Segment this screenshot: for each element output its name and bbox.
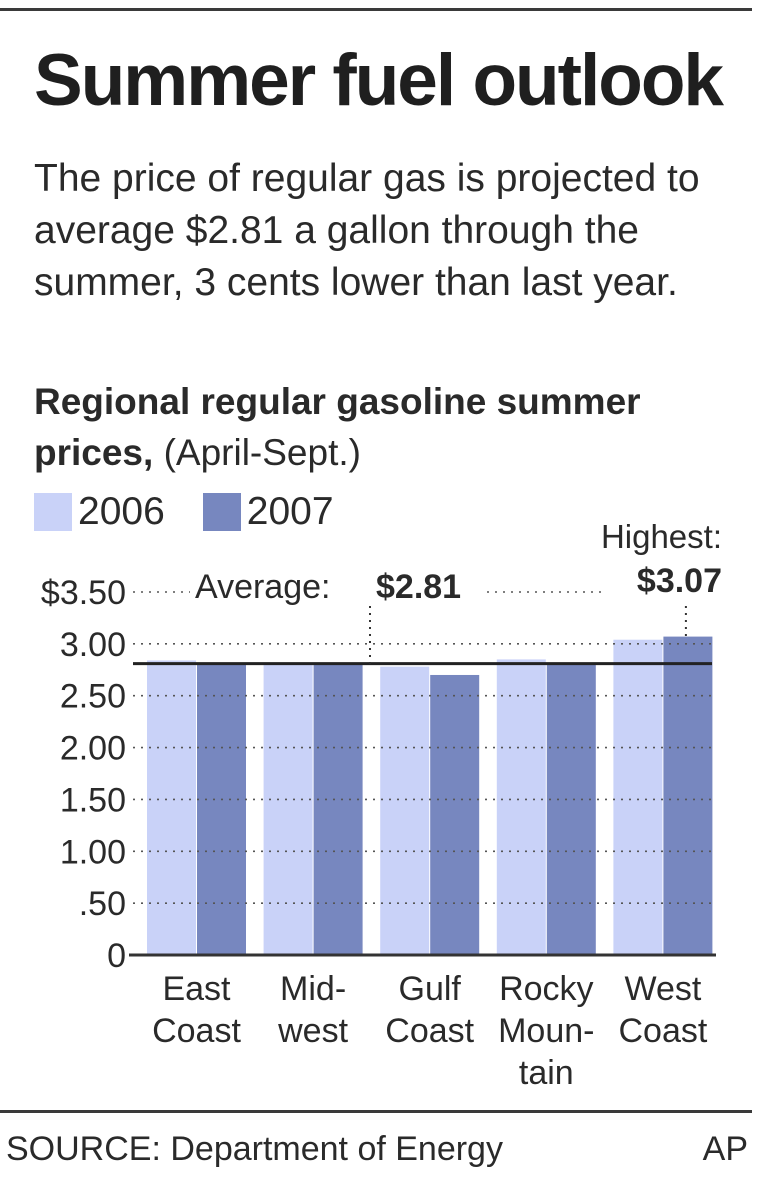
chart-legend: 2006 2007: [34, 490, 372, 534]
legend-swatch-2007: [202, 493, 241, 531]
x-category-label-2: Gulf Coast: [385, 970, 474, 1050]
headline: Summer fuel outlook: [34, 40, 724, 121]
bar-2007-0: [197, 664, 246, 955]
x-category-label-1: Mid-west: [277, 970, 348, 1050]
top-rule: [0, 8, 752, 11]
bar-2006-0: [147, 660, 196, 955]
y-tick-label-4: 1.50: [60, 781, 126, 819]
chart-subtitle: Regional regular gasoline summer prices,…: [34, 376, 734, 478]
bar-chart: $3.50 3.00 2.50 2.00 1.50 1.00 .50 0 Average: $2.…: [41, 518, 722, 1092]
y-tick-label-5: 1.00: [60, 833, 126, 871]
legend-label-2006: 2006: [78, 490, 165, 533]
bar-2007-2: [430, 674, 480, 955]
x-category-label-3: Rocky Moun-tain: [498, 970, 594, 1092]
y-tick-label-3: 2.00: [60, 730, 126, 768]
legend-item-2007: 2007: [202, 490, 334, 534]
legend-swatch-2006: [34, 493, 72, 531]
legend-label-2007: 2007: [246, 490, 334, 533]
chart-subtitle-period: (April-Sept.): [153, 432, 361, 473]
y-tick-label-7: 0: [107, 937, 126, 975]
bar-2006-1: [263, 663, 313, 955]
credit-note: AP: [702, 1130, 748, 1168]
y-tick-label-2: 2.50: [60, 678, 126, 716]
bar-2007-4: [663, 636, 713, 955]
y-tick-label-0: $3.50: [41, 574, 126, 612]
bar-2006-2: [380, 666, 430, 955]
bar-2007-1: [313, 664, 363, 955]
source-note: SOURCE: Department of Energy: [6, 1130, 503, 1168]
y-tick-label-6: .50: [79, 885, 126, 923]
intro-text: The price of regular gas is projected to…: [34, 157, 700, 304]
y-tick-label-1: 3.00: [60, 626, 126, 664]
average-value: $2.81: [376, 568, 461, 606]
highest-label: Highest:: [601, 518, 722, 555]
average-label: Average:: [195, 568, 330, 606]
bar-2007-3: [546, 663, 596, 955]
bar-2006-3: [496, 659, 546, 955]
x-category-label-4: West Coast: [618, 970, 707, 1050]
bar-2006-4: [613, 639, 663, 955]
x-category-label-0: East Coast: [152, 970, 241, 1050]
bottom-rule: [0, 1110, 752, 1113]
highest-value: $3.07: [637, 562, 722, 600]
chart-subtitle-main: Regional regular gasoline summer prices,: [34, 381, 641, 473]
legend-item-2006: 2006: [34, 490, 165, 534]
